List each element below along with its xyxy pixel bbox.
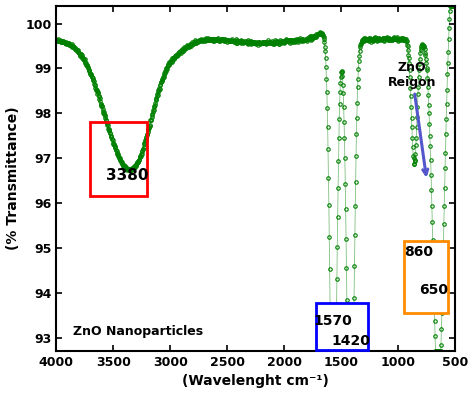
- Text: 1570: 1570: [314, 314, 353, 327]
- Text: 3380: 3380: [106, 168, 148, 183]
- Text: 860: 860: [404, 245, 433, 259]
- Bar: [91, 122, 147, 196]
- Text: ZnO
Reigon: ZnO Reigon: [388, 61, 436, 175]
- Y-axis label: (% Transmittance): (% Transmittance): [6, 106, 19, 250]
- Bar: [316, 303, 367, 350]
- X-axis label: (Wavelenght cm⁻¹): (Wavelenght cm⁻¹): [182, 374, 329, 388]
- Text: ZnO Nanoparticles: ZnO Nanoparticles: [73, 325, 203, 338]
- Text: 650: 650: [419, 283, 448, 297]
- Text: 1420: 1420: [331, 334, 370, 348]
- Bar: [404, 241, 448, 313]
